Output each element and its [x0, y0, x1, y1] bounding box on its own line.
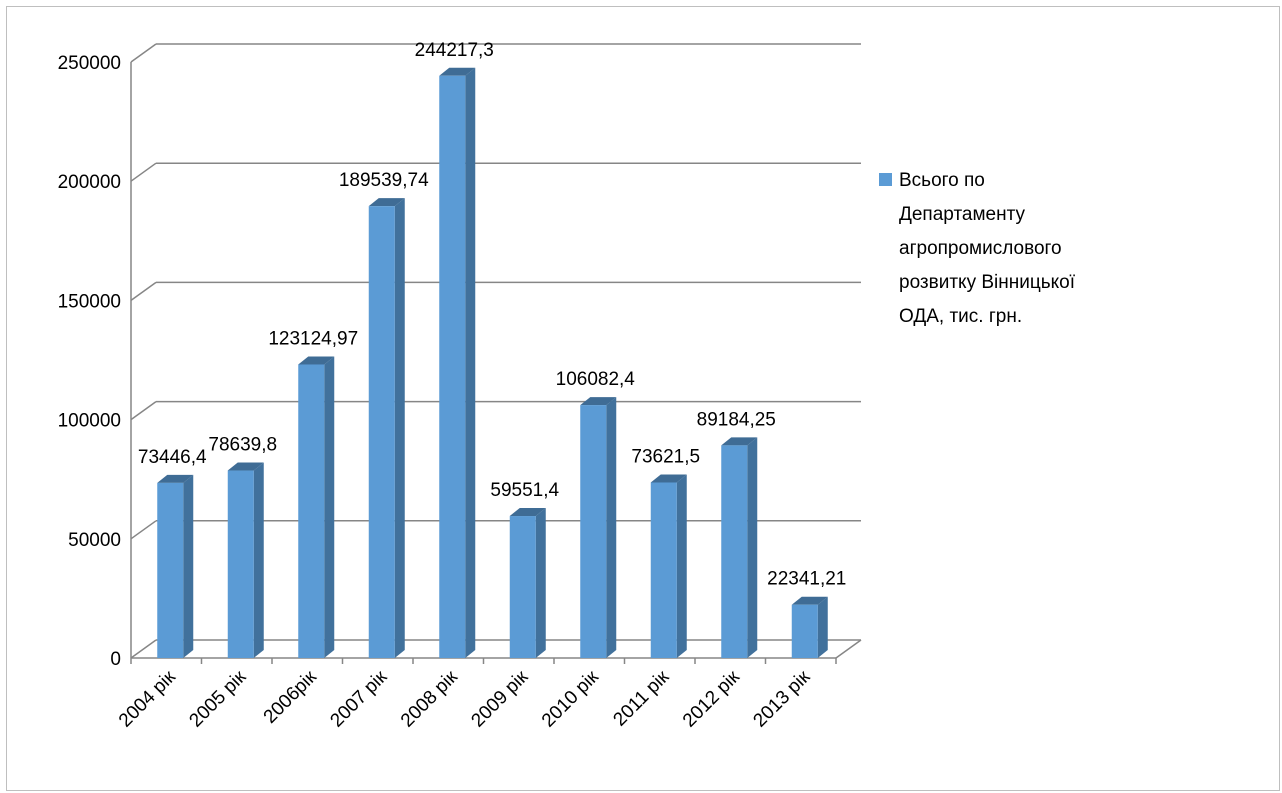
data-label: 123124,97 — [268, 328, 358, 349]
legend-swatch — [879, 173, 892, 186]
bar-side — [183, 474, 194, 658]
x-tick-label: 2013 рік — [749, 666, 814, 731]
x-tick-label: 2006рік — [260, 666, 322, 728]
y-tick-label: 150000 — [58, 291, 121, 312]
bar-side — [606, 397, 617, 658]
legend-label: Департаменту — [899, 204, 1026, 225]
bar-top — [509, 508, 546, 517]
x-tick-label: 2005 рік — [185, 666, 250, 731]
bar-top — [580, 397, 617, 406]
y-tick-label: 200000 — [58, 172, 121, 193]
data-label: 59551,4 — [490, 480, 559, 501]
legend-label: агропромислового — [899, 238, 1062, 259]
bar — [791, 604, 818, 658]
legend-label: ОДА, тис. грн. — [899, 306, 1022, 327]
gridline-side — [130, 400, 157, 421]
bar — [650, 482, 677, 658]
gridline-side — [130, 281, 157, 302]
bar-side — [324, 356, 335, 658]
data-label: 22341,21 — [767, 569, 846, 590]
data-label: 106082,4 — [556, 369, 636, 390]
data-label: 78639,8 — [208, 435, 277, 456]
legend-label: Всього по — [899, 170, 985, 191]
bar — [227, 470, 254, 658]
bar-top — [157, 474, 194, 483]
bar-side — [465, 67, 476, 659]
y-tick-label: 100000 — [58, 411, 121, 432]
bar-side — [394, 198, 405, 658]
data-label: 244217,3 — [415, 40, 494, 61]
bar-top — [721, 437, 758, 446]
bar-top — [227, 462, 264, 471]
bar — [157, 482, 184, 658]
chart-area: 0 50000 100000 150000 200000 250000 73446,4 200… — [6, 6, 1280, 791]
data-label: 73621,5 — [631, 446, 700, 467]
bar-top — [650, 474, 687, 483]
bar — [439, 75, 466, 659]
bar-top — [298, 356, 335, 365]
bar-side — [253, 462, 264, 658]
bar — [509, 516, 536, 658]
bar-top — [439, 67, 476, 76]
bar — [298, 364, 325, 658]
data-label: 189539,74 — [339, 170, 429, 191]
floor-side-line — [835, 639, 862, 659]
bar — [580, 405, 607, 658]
gridline-side — [130, 162, 157, 182]
data-label: 89184,25 — [697, 409, 776, 430]
gridline-side — [130, 639, 157, 659]
gridline-side — [130, 43, 157, 63]
y-tick-label: 50000 — [68, 530, 121, 551]
x-tick-label: 2010 рік — [538, 666, 603, 731]
x-tick-label: 2009 рік — [467, 666, 532, 731]
bar — [368, 206, 395, 658]
bar-top — [791, 596, 828, 605]
bar — [721, 445, 748, 658]
bar-top — [368, 198, 405, 207]
y-tick-label: 250000 — [58, 53, 121, 74]
bar-side — [676, 474, 687, 658]
gridline-side — [130, 520, 157, 540]
bar-side — [817, 596, 828, 658]
x-tick-label: 2008 рік — [397, 666, 462, 731]
bar-side — [535, 508, 546, 658]
bar-chart: 0 50000 100000 150000 200000 250000 73446,4 200… — [58, 40, 1076, 732]
data-label: 73446,4 — [138, 447, 207, 468]
x-tick-label: 2007 рік — [326, 666, 391, 731]
x-tick-label: 2012 рік — [679, 666, 744, 731]
legend-label: розвитку Вінницької — [899, 272, 1076, 293]
x-tick-label: 2004 рік — [115, 666, 180, 731]
y-tick-label: 0 — [110, 649, 121, 670]
x-tick-label: 2011 рік — [609, 666, 673, 730]
bar-side — [747, 437, 758, 658]
